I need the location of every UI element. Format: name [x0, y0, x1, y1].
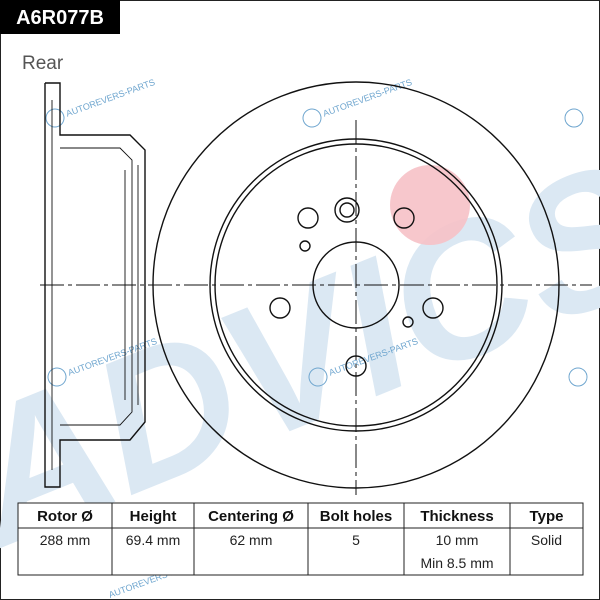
table-cell: 10 mm	[436, 532, 479, 548]
column-header: Bolt holes	[320, 508, 393, 525]
column-header: Type	[530, 508, 564, 525]
table-border	[17, 502, 584, 576]
column-header: Thickness	[420, 508, 493, 525]
small-hole	[299, 240, 311, 252]
position: Rear	[22, 53, 64, 74]
column-header: Rotor Ø	[37, 508, 93, 525]
bolt-hole	[393, 207, 415, 229]
profile-line	[60, 147, 133, 426]
screw-hole-inner	[339, 202, 355, 218]
logo-dot	[390, 165, 470, 245]
spec-table: Rotor Ø Height Centering Ø Bolt holes Thickn…	[17, 502, 584, 576]
screw-hole	[334, 197, 360, 223]
table-cell: 5	[352, 532, 360, 548]
bolt-hole	[297, 207, 319, 229]
table-cell: Min 8.5 mm	[420, 555, 493, 571]
bolt-hole	[422, 297, 444, 319]
code-box	[0, 0, 120, 34]
table-cell: 62 mm	[230, 532, 273, 548]
disc-side	[44, 82, 146, 488]
column-header: Height	[130, 508, 177, 525]
table-cell: 288 mm	[40, 532, 91, 548]
table-cell: 69.4 mm	[126, 532, 180, 548]
watermark	[564, 108, 584, 128]
table-cell: Solid	[531, 532, 562, 548]
small-hole	[402, 316, 414, 328]
code: A6R077B	[16, 7, 104, 29]
watermark	[568, 367, 588, 387]
bolt-hole	[269, 297, 291, 319]
column-header: Centering Ø	[208, 508, 294, 525]
profile-outline	[44, 82, 146, 488]
